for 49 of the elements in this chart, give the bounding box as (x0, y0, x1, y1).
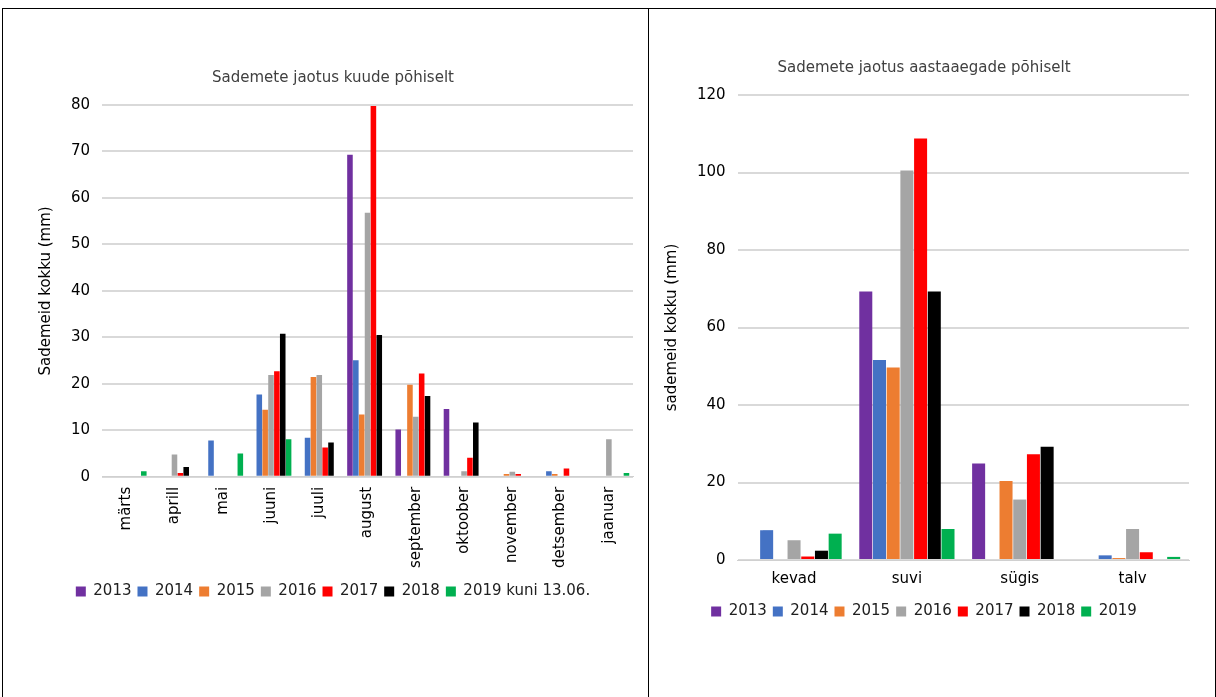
legend-label: 2018 (1037, 601, 1076, 620)
y-tick-label: 80 (70, 94, 91, 113)
y-tick-label: 60 (706, 317, 726, 336)
legend-label: 2017 (340, 581, 379, 600)
x-tick-label: suvi (891, 568, 923, 587)
y-tick-label: 100 (696, 162, 726, 181)
legend-label: 2013 (93, 581, 132, 600)
x-tick-label: detsember (550, 485, 569, 569)
y-axis-title: sademeid kokku (mm) (661, 243, 680, 412)
y-tick-label: 20 (706, 472, 726, 491)
y-tick-label: 80 (706, 239, 726, 258)
y-tick-label: 10 (70, 420, 91, 439)
y-tick-label: 0 (716, 549, 726, 568)
legend-label: 2018 (401, 581, 440, 600)
legend-label: 2019 (1098, 601, 1137, 620)
legend-label: 2016 (913, 601, 952, 620)
x-tick-label: august (357, 486, 376, 539)
y-tick-label: 20 (70, 373, 91, 392)
x-tick-label: aprill (164, 486, 183, 525)
x-tick-label: september (405, 485, 424, 569)
x-tick-label: november (502, 485, 521, 564)
x-tick-label: märts (116, 486, 135, 531)
x-tick-label: juuli (309, 486, 328, 520)
y-tick-label: 40 (70, 280, 91, 299)
y-tick-label: 0 (80, 466, 91, 485)
legend-label: 2015 (851, 601, 891, 620)
chart-title: Sademete jaotus kuude põhiselt (212, 67, 455, 86)
legend-label: 2014 (154, 581, 194, 600)
y-tick-label: 60 (70, 187, 91, 206)
x-tick-label: sügis (1000, 568, 1040, 587)
y-tick-label: 50 (70, 234, 91, 253)
legend-label: 2017 (975, 601, 1014, 620)
y-tick-label: 70 (70, 141, 91, 160)
x-tick-label: mai (212, 486, 231, 515)
y-tick-label: 40 (706, 394, 726, 413)
x-tick-label: kevad (771, 568, 817, 587)
x-tick-label: talv (1118, 568, 1147, 587)
y-tick-label: 30 (70, 327, 91, 346)
legend-label: 2013 (728, 601, 767, 620)
y-tick-label: 120 (696, 84, 726, 103)
chart-title: Sademete jaotus aastaaegade põhiselt (777, 57, 1071, 76)
x-tick-label: juuni (260, 486, 279, 525)
legend-label: 2016 (278, 581, 317, 600)
legend-label: 2014 (790, 601, 829, 620)
legend-label: 2019 kuni 13.06. (463, 581, 591, 600)
legend-label: 2015 (216, 581, 255, 600)
x-tick-label: oktoober (453, 485, 472, 554)
y-axis-title: Sademeid kokku (mm) (35, 206, 54, 376)
x-tick-label: jaanuar (598, 485, 617, 545)
